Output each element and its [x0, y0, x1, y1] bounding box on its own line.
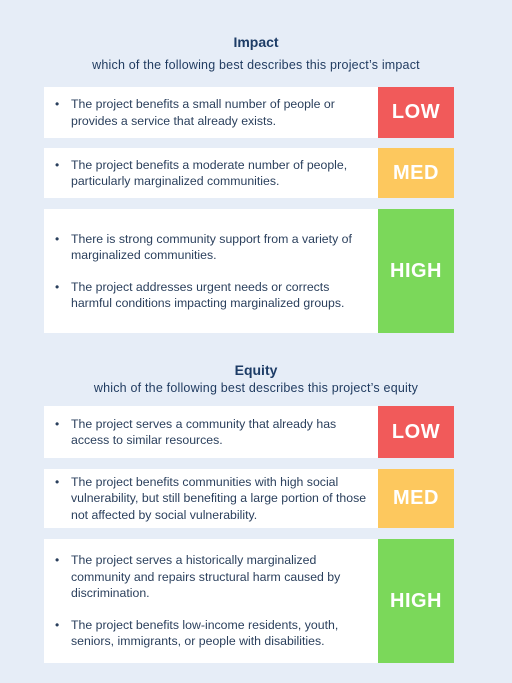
bullet-text: The project addresses urgent needs or co… — [71, 279, 345, 311]
bullet-icon: • — [55, 157, 60, 172]
impact-low-badge: LOW — [378, 87, 454, 138]
equity-row-low: • The project serves a community that al… — [44, 406, 454, 458]
list-item: • The project benefits low-income reside… — [55, 617, 368, 650]
bullet-icon: • — [55, 474, 60, 489]
equity-row-med: • The project benefits communities with … — [44, 469, 454, 528]
bullet-text: There is strong community support from a… — [71, 231, 352, 263]
list-item: • The project benefits a small number of… — [55, 96, 368, 129]
list-item: • The project serves a historically marg… — [55, 552, 368, 602]
equity-high-badge: HIGH — [378, 539, 454, 663]
impact-row-low: • The project benefits a small number of… — [44, 87, 454, 138]
equity-subtitle: which of the following best describes th… — [93, 381, 419, 395]
list-item: • The project benefits a moderate number… — [55, 157, 368, 190]
bullet-icon: • — [55, 617, 60, 632]
equity-med-card: • The project benefits communities with … — [44, 469, 378, 528]
list-item: • There is strong community support from… — [55, 231, 368, 264]
equity-title: Equity — [234, 362, 278, 378]
impact-high-badge: HIGH — [378, 209, 454, 333]
impact-med-card: • The project benefits a moderate number… — [44, 148, 378, 198]
impact-high-card: • There is strong community support from… — [44, 209, 378, 333]
bullet-text: The project serves a historically margin… — [71, 553, 341, 601]
equity-med-badge: MED — [378, 469, 454, 528]
bullet-text: The project benefits a moderate number o… — [71, 157, 348, 189]
bullet-icon: • — [55, 553, 60, 568]
bullet-icon: • — [55, 231, 60, 246]
bullet-text: The project benefits low-income resident… — [71, 617, 339, 649]
bullet-icon: • — [55, 97, 60, 111]
impact-row-med: • The project benefits a moderate number… — [44, 148, 454, 198]
impact-med-badge: MED — [378, 148, 454, 198]
bullet-text: The project benefits a small number of p… — [71, 97, 335, 128]
bullet-icon: • — [55, 279, 60, 294]
equity-row-high: • The project serves a historically marg… — [44, 539, 454, 663]
impact-subtitle: which of the following best describes th… — [92, 58, 420, 72]
equity-low-card: • The project serves a community that al… — [44, 406, 378, 458]
bullet-icon: • — [55, 416, 60, 431]
impact-row-high: • There is strong community support from… — [44, 209, 454, 333]
equity-low-badge: LOW — [378, 406, 454, 458]
impact-low-card: • The project benefits a small number of… — [44, 87, 378, 138]
bullet-text: The project benefits communities with hi… — [71, 474, 367, 522]
list-item: • The project serves a community that al… — [55, 416, 368, 449]
list-item: • The project addresses urgent needs or … — [55, 279, 368, 312]
list-item: • The project benefits communities with … — [55, 474, 368, 524]
bullet-text: The project serves a community that alre… — [71, 416, 337, 448]
equity-high-card: • The project serves a historically marg… — [44, 539, 378, 663]
impact-title: Impact — [233, 34, 279, 50]
